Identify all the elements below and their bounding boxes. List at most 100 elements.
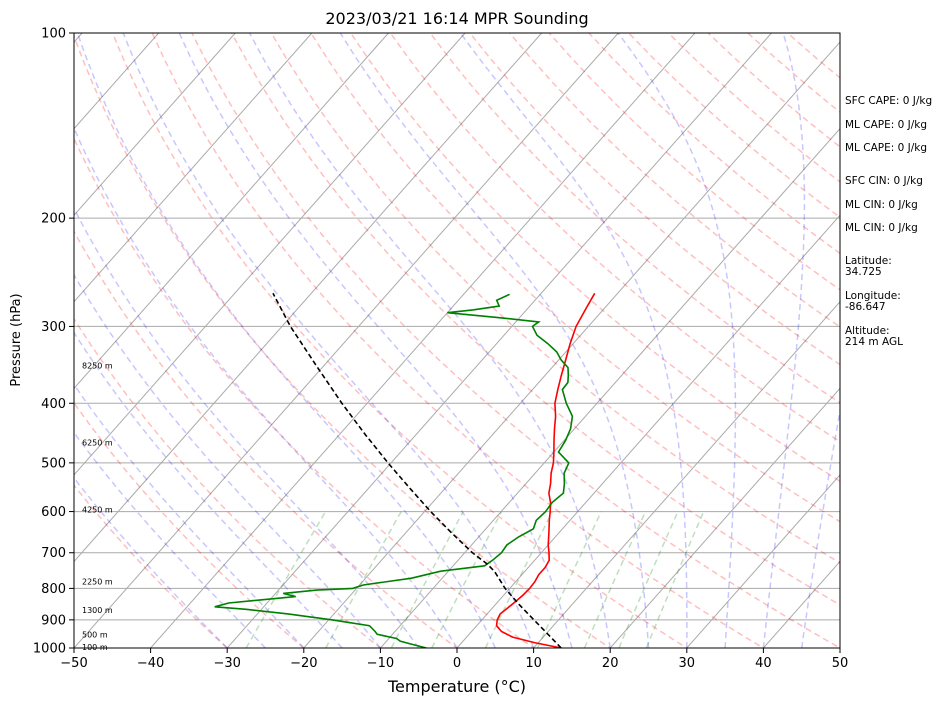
- moist-adiabat-line: [76, 33, 496, 648]
- y-tick-label: 600: [41, 505, 66, 520]
- mixing-ratio-line: [325, 511, 402, 648]
- moist-adiabat-line: [74, 383, 305, 648]
- moist-adiabat-line: [800, 406, 840, 648]
- dry-adiabat-line: [429, 33, 840, 404]
- height-label: 4250 m: [82, 505, 113, 514]
- isotherm-line: [609, 387, 840, 648]
- dry-adiabat-line: [230, 33, 840, 606]
- dry-adiabat-line: [74, 229, 459, 648]
- isotherm-line: [380, 127, 840, 648]
- mixing-ratio-line: [390, 511, 464, 648]
- dry-adiabat-line: [74, 484, 229, 648]
- y-tick-label: 300: [41, 320, 66, 335]
- ml-cin-text-2: ML CIN: 0 J/kg: [845, 222, 918, 234]
- moist-adiabat-line: [617, 33, 737, 648]
- y-tick-label: 100: [41, 27, 66, 42]
- dry-adiabat-line: [191, 33, 840, 648]
- dewpoint-line: [214, 293, 574, 648]
- mixing-ratio-line: [245, 511, 327, 648]
- latitude-value: 34.725: [845, 266, 882, 278]
- isotherm-line: [74, 33, 466, 476]
- isotherm-line: [74, 33, 543, 563]
- background-lines: [74, 33, 840, 648]
- x-tick-label: −10: [367, 656, 394, 671]
- x-tick-label: −20: [290, 656, 317, 671]
- y-tick-label: 200: [41, 212, 66, 227]
- longitude-label: Longitude:: [845, 290, 901, 302]
- dry-adiabat-line: [310, 33, 840, 523]
- ml-cin-text: ML CIN: 0 J/kg: [845, 199, 918, 211]
- isotherm-line: [74, 33, 236, 216]
- longitude-value: -86.647: [845, 301, 886, 313]
- height-label: 2250 m: [82, 578, 113, 587]
- y-tick-label: 400: [41, 397, 66, 412]
- height-labels: 100 m 500 m 1300 m 2250 m 4250 m 6250 m 8250 m: [82, 361, 113, 652]
- y-tick-label: 900: [41, 613, 66, 628]
- ml-cape-text-2: ML CAPE: 0 J/kg: [845, 142, 927, 154]
- x-tick-label: −40: [137, 656, 164, 671]
- isotherm-line: [686, 474, 840, 648]
- dry-adiabat-line: [389, 33, 840, 443]
- isotherm-line: [74, 33, 389, 390]
- x-tick-label: 20: [602, 656, 619, 671]
- x-tick-label: 0: [453, 656, 461, 671]
- moist-adiabat-line: [762, 33, 806, 648]
- side-panel: SFC CAPE: 0 J/kg ML CAPE: 0 J/kg ML CAPE…: [845, 95, 932, 348]
- temperature-line: [495, 292, 596, 648]
- height-label: 100 m: [82, 643, 108, 652]
- moist-adiabat-line: [74, 126, 458, 648]
- dry-adiabat-line: [469, 33, 840, 366]
- x-tick-label: 10: [525, 656, 542, 671]
- isotherm-line: [303, 41, 840, 648]
- isotherm-line: [226, 33, 772, 648]
- y-axis-label: Pressure (hPa): [9, 293, 24, 386]
- y-tick-label: 1000: [33, 642, 66, 657]
- moist-adiabat-line: [74, 273, 381, 648]
- y-tick-label: 700: [41, 546, 66, 561]
- x-axis: −50 −40 −30 −20 −10 0 10 20 30 40 50: [60, 648, 848, 671]
- dry-adiabat-line: [74, 317, 382, 648]
- mixing-ratio-line: [583, 511, 647, 648]
- dry-adiabat-line: [74, 34, 612, 648]
- dry-adiabat-line: [111, 33, 689, 648]
- x-tick-label: 40: [755, 656, 772, 671]
- isotherm-line: [150, 33, 696, 648]
- moist-adiabat-line: [339, 33, 650, 648]
- chart-title: 2023/03/21 16:14 MPR Sounding: [325, 9, 588, 28]
- x-tick-label: −30: [213, 656, 240, 671]
- x-tick-label: 50: [832, 656, 849, 671]
- dry-adiabat-line: [74, 401, 305, 648]
- height-label: 1300 m: [82, 606, 113, 615]
- altitude-label: Altitude:: [845, 325, 890, 337]
- moist-adiabat-line: [74, 206, 420, 648]
- dry-adiabat-line: [270, 33, 840, 564]
- dry-adiabat-line: [74, 136, 535, 648]
- altitude-value: 214 m AGL: [845, 336, 903, 348]
- moist-adiabat-line: [248, 33, 611, 648]
- mixing-ratio-line: [618, 511, 679, 648]
- x-axis-label: Temperature (°C): [387, 677, 526, 696]
- moist-adiabat-line: [178, 33, 573, 648]
- moist-adiabat-line: [74, 476, 228, 648]
- x-tick-label: −50: [60, 656, 87, 671]
- y-axis: 1000 900 800 700 600 500 400 300 200 100: [33, 27, 74, 657]
- ml-cape-text: ML CAPE: 0 J/kg: [845, 119, 927, 131]
- x-tick-label: 30: [679, 656, 696, 671]
- mixing-ratio-line: [484, 511, 553, 648]
- latitude-label: Latitude:: [845, 255, 892, 267]
- isotherm-line: [74, 33, 619, 648]
- mixing-ratio-line: [431, 511, 503, 648]
- isotherm-line: [74, 33, 313, 303]
- mixing-ratio-line: [536, 511, 602, 648]
- height-label: 500 m: [82, 630, 108, 639]
- height-label: 6250 m: [82, 438, 113, 447]
- sfc-cin-text: SFC CIN: 0 J/kg: [845, 175, 923, 187]
- sounding-series: [214, 292, 596, 648]
- parcel-path-line: [272, 292, 562, 648]
- isotherm-line: [533, 301, 840, 648]
- mixing-ratio-line: [645, 511, 705, 648]
- y-tick-label: 500: [41, 456, 66, 471]
- moist-adiabat-line: [122, 33, 535, 648]
